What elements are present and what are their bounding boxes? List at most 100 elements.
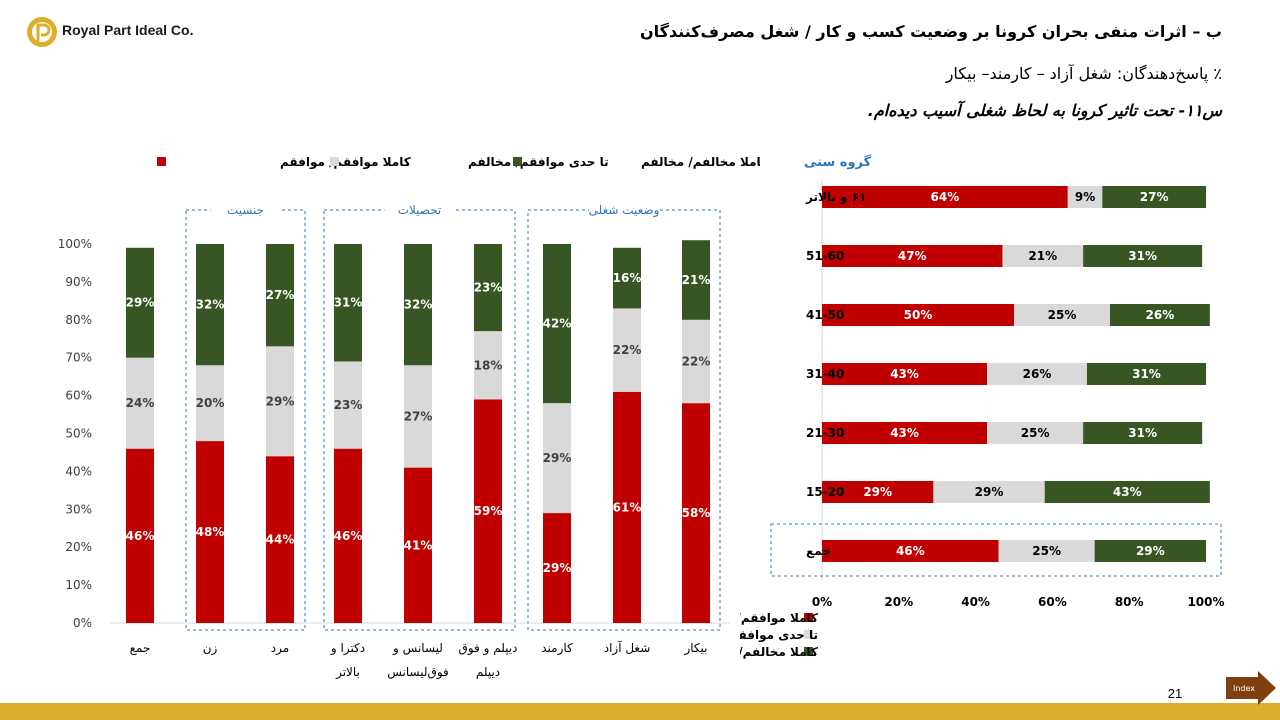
bar-segment (1083, 245, 1203, 267)
data-label: 47% (898, 249, 927, 263)
bar-segment (822, 540, 999, 562)
bar-segment (1014, 304, 1110, 326)
x-tick-label: 60% (1038, 595, 1067, 609)
data-label: 50% (904, 308, 933, 322)
category-label: زن (203, 641, 218, 656)
right-chart-title-text: گروه سنی (804, 154, 872, 170)
bar-segment (682, 240, 710, 320)
data-label: 59% (474, 504, 503, 518)
right-chart-bars: 64% 9% 27% 47% 21% 31% 50% 25% 26% 43% 26% 31% 43% 25… (770, 186, 1222, 577)
data-label: 31% (1132, 367, 1161, 381)
x-tick-label: 100% (1187, 595, 1224, 609)
category-label: دیپلم و فوق دیپلم (459, 641, 518, 679)
data-label: 20% (196, 396, 225, 410)
bar-segment (613, 308, 641, 392)
y-tick-label: 0% (73, 616, 92, 630)
data-label: 44% (266, 533, 295, 547)
y-tick-label: 90% (65, 275, 92, 289)
legend-label-0: کاملا موافقم/ موافقم (280, 155, 411, 170)
total-row-highlight (770, 523, 1222, 577)
bar-segment (1067, 186, 1103, 208)
category-label: مرد (271, 641, 289, 656)
data-label: 27% (1140, 190, 1169, 204)
category-label: بیکار (683, 641, 707, 656)
data-label: 29% (863, 485, 892, 499)
bar-segment (196, 441, 224, 623)
data-label: 48% (196, 525, 225, 539)
data-label: 32% (404, 298, 433, 312)
bar-segment (822, 245, 1003, 267)
bar-segment (474, 331, 502, 400)
bar-segment (1110, 304, 1210, 326)
data-label: 9% (1075, 190, 1095, 204)
data-label: 24% (126, 396, 155, 410)
category-label: شغل آزاد (604, 640, 651, 656)
bar-segment (474, 244, 502, 332)
y-tick-label: 70% (65, 351, 92, 365)
bar-segment (987, 422, 1084, 444)
data-label: 29% (126, 296, 155, 310)
bar-segment (822, 363, 988, 385)
bar-segment (196, 365, 224, 442)
bar-segment (334, 244, 362, 362)
bar-segment (933, 481, 1045, 503)
bar-segment (1102, 186, 1206, 208)
data-label: 41% (404, 538, 433, 552)
left-chart-legend: کاملا موافقم/ موافقم تا حدی موافقم/ مخالف… (157, 155, 760, 170)
bar-segment (682, 319, 710, 404)
data-label: 46% (126, 529, 155, 543)
data-label: 31% (1128, 249, 1157, 263)
bar-segment (266, 346, 294, 457)
group-label-bg-0 (210, 201, 281, 219)
category-label: 51-60 (806, 249, 844, 263)
x-tick-label: 40% (961, 595, 990, 609)
bar-segment (1002, 245, 1084, 267)
index-button[interactable]: Index (1224, 671, 1278, 705)
data-label: 46% (334, 529, 363, 543)
data-label: 29% (543, 451, 572, 465)
bar-segment (474, 399, 502, 623)
data-label: 31% (1128, 426, 1157, 440)
data-label: 18% (474, 358, 503, 372)
bar-segment (998, 540, 1095, 562)
category-label: 31-40 (806, 367, 844, 381)
y-tick-label: 40% (65, 464, 92, 478)
data-label: 42% (543, 317, 572, 331)
bar-segment (543, 513, 571, 623)
bar-segment (404, 365, 432, 468)
left-chart-x-labels: جمع زن مرد دکترا و بالاتر لیسانس و فوق‌لیسانس د… (130, 640, 708, 680)
bar-segment (987, 363, 1087, 385)
legend-swatch-2 (513, 157, 522, 166)
bar-segment (334, 448, 362, 623)
group-label-bg-1 (384, 201, 455, 219)
bar-segment (126, 357, 154, 449)
data-label: 61% (613, 500, 642, 514)
x-tick-label: 0% (812, 595, 832, 609)
bar-segment (822, 186, 1068, 208)
page-subtitle: ٪ پاسخ‌دهندگان: شغل آزاد – کارمند– بیکار (945, 64, 1222, 83)
y-tick-label: 30% (65, 502, 92, 516)
data-label: 23% (334, 398, 363, 412)
bar-segment (613, 247, 641, 309)
data-label: 26% (1023, 367, 1052, 381)
data-label: 21% (1028, 249, 1057, 263)
category-label: 41-50 (806, 308, 844, 322)
bar-segment (1044, 481, 1210, 503)
data-label: 25% (1048, 308, 1077, 322)
arrow-right-icon (1226, 671, 1276, 705)
data-label: 23% (474, 281, 503, 295)
footer-bar (0, 703, 1280, 720)
bar-segment (682, 403, 710, 623)
data-label: 43% (1113, 485, 1142, 499)
data-label: 25% (1032, 544, 1061, 558)
category-label: 21-30 (806, 426, 844, 440)
bar-segment (822, 422, 988, 444)
legend-label-2: کاملا مخالفم/ مخالفم (641, 155, 760, 169)
x-tick-label: 20% (884, 595, 913, 609)
index-button-label: Index (1233, 684, 1255, 693)
y-tick-label: 10% (65, 578, 92, 592)
data-label: 21% (682, 273, 711, 287)
data-label: 46% (896, 544, 925, 558)
left-chart-group-boxes: جنسیت تحصیلات وضعیت شغلی (185, 201, 721, 631)
bar-segment (1094, 540, 1206, 562)
